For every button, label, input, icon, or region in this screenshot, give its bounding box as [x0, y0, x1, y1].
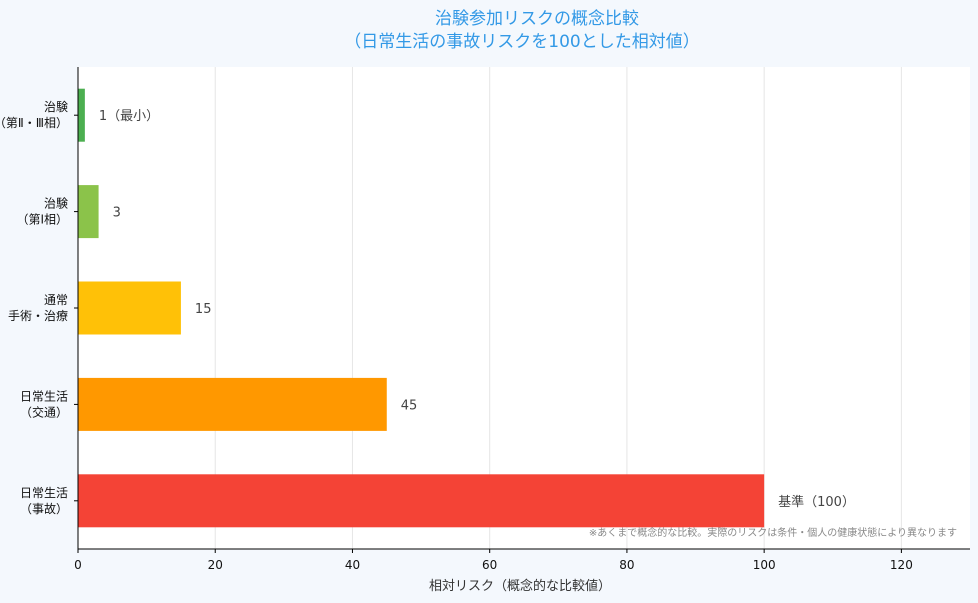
- x-axis-label: 相対リスク（概念的な比較値）: [429, 578, 611, 594]
- bar-data-label: 1（最小）: [99, 109, 159, 124]
- x-tick-label: 40: [345, 558, 360, 572]
- plot-area: [78, 67, 970, 549]
- x-tick-label: 120: [890, 558, 913, 572]
- x-tick-label: 60: [482, 558, 497, 572]
- x-tick-label: 0: [74, 558, 82, 572]
- bar-data-label: 45: [401, 398, 418, 413]
- bars: 1（最小） 3 15 45 基準（100）: [78, 88, 855, 528]
- grid-lines: [214, 67, 902, 549]
- y-tick-label: 治験（第Ⅱ・Ⅲ相）: [0, 99, 68, 130]
- bar: [78, 88, 85, 142]
- y-tick-label: 日常生活（事故）: [20, 486, 68, 516]
- x-tick-label: 80: [619, 558, 634, 572]
- bar: [78, 377, 387, 431]
- y-tick-label: 通常手術・治療: [8, 293, 68, 323]
- footnote: ※あくまで概念的な比較。実際のリスクは条件・個人の健康状態により異なります: [589, 526, 957, 539]
- x-tick-labels: 0 20 40 60 80 100 120: [74, 549, 913, 572]
- bar-data-label: 15: [195, 302, 212, 317]
- x-tick-label: 20: [208, 558, 223, 572]
- bar-data-label: 3: [113, 206, 121, 221]
- y-tick-label: 日常生活（交通）: [20, 389, 68, 419]
- bar: [78, 474, 765, 528]
- y-tick-label: 治験（第Ⅰ相）: [16, 196, 68, 227]
- x-tick-label: 100: [753, 558, 776, 572]
- bar: [78, 185, 99, 239]
- bar: [78, 281, 181, 335]
- chart-title: 治験参加リスクの概念比較: [435, 8, 639, 29]
- bar-data-label: 基準（100）: [778, 494, 855, 510]
- chart-subtitle: （日常生活の事故リスクを100とした相対値）: [344, 32, 699, 52]
